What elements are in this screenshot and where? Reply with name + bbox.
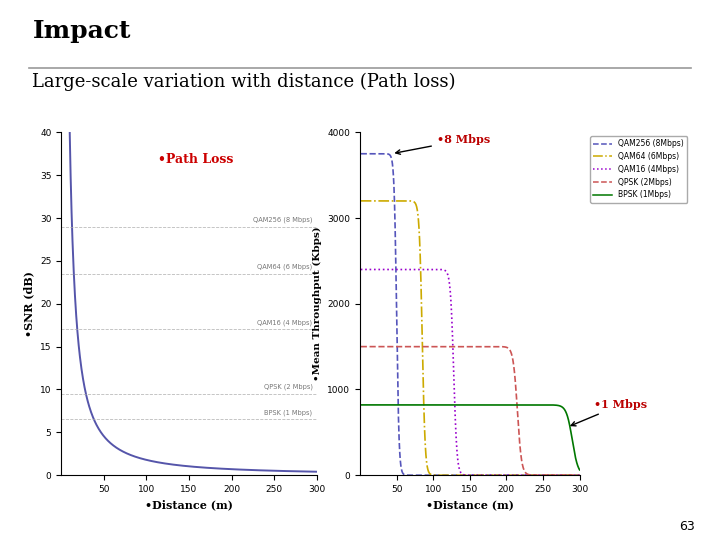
QAM64 (6Mbps) <box>575 472 584 478</box>
Text: QAM16 (4 Mbps): QAM16 (4 Mbps) <box>258 320 312 326</box>
Line: QAM64 (6Mbps): QAM64 (6Mbps) <box>361 201 580 475</box>
QAM256 (8Mbps) <box>395 423 403 429</box>
QAM256 (8Mbps) <box>356 151 365 157</box>
BPSK (1Mbps) <box>356 402 365 408</box>
QAM256 (8Mbps) <box>441 472 449 478</box>
Line: QAM256 (8Mbps): QAM256 (8Mbps) <box>361 154 580 475</box>
QAM64 (6Mbps) <box>571 472 580 478</box>
BPSK (1Mbps) <box>571 454 580 460</box>
Text: QAM64 (6 Mbps): QAM64 (6 Mbps) <box>257 264 312 271</box>
QAM64 (6Mbps) <box>547 472 556 478</box>
X-axis label: •Distance (m): •Distance (m) <box>426 500 514 510</box>
Text: QPSK (2 Mbps): QPSK (2 Mbps) <box>264 384 312 390</box>
QAM256 (8Mbps) <box>547 472 556 478</box>
QAM64 (6Mbps) <box>441 472 449 478</box>
QAM16 (4Mbps) <box>450 383 459 390</box>
QPSK (2Mbps) <box>575 472 584 478</box>
Text: BPSK (1 Mbps): BPSK (1 Mbps) <box>264 409 312 416</box>
QAM256 (8Mbps) <box>575 472 584 478</box>
QPSK (2Mbps) <box>441 343 449 350</box>
Text: Large-scale variation with distance (Path loss): Large-scale variation with distance (Pat… <box>32 73 456 91</box>
Text: Impact: Impact <box>32 19 131 43</box>
QAM64 (6Mbps) <box>382 198 390 204</box>
QPSK (2Mbps) <box>571 472 580 478</box>
QAM16 (4Mbps) <box>382 266 390 273</box>
QAM256 (8Mbps) <box>382 151 390 157</box>
Text: 63: 63 <box>679 520 695 534</box>
Line: BPSK (1Mbps): BPSK (1Mbps) <box>361 405 580 470</box>
QAM64 (6Mbps) <box>395 198 403 204</box>
Line: QAM16 (4Mbps): QAM16 (4Mbps) <box>361 269 580 475</box>
QAM16 (4Mbps) <box>441 267 449 273</box>
QAM16 (4Mbps) <box>547 472 556 478</box>
BPSK (1Mbps) <box>575 467 584 473</box>
QPSK (2Mbps) <box>356 343 365 350</box>
Text: •8 Mbps: •8 Mbps <box>396 134 490 154</box>
Text: •1 Mbps: •1 Mbps <box>571 400 647 426</box>
QAM256 (8Mbps) <box>450 472 459 478</box>
BPSK (1Mbps) <box>395 402 403 408</box>
Legend: QAM256 (8Mbps), QAM64 (6Mbps), QAM16 (4Mbps), QPSK (2Mbps), BPSK (1Mbps): QAM256 (8Mbps), QAM64 (6Mbps), QAM16 (4M… <box>590 136 687 202</box>
QAM16 (4Mbps) <box>575 472 584 478</box>
QPSK (2Mbps) <box>395 343 403 350</box>
QPSK (2Mbps) <box>450 343 459 350</box>
BPSK (1Mbps) <box>382 402 390 408</box>
QAM16 (4Mbps) <box>356 266 365 273</box>
Y-axis label: •Mean Throughput (Kbps): •Mean Throughput (Kbps) <box>312 226 322 381</box>
QAM256 (8Mbps) <box>571 472 580 478</box>
QAM16 (4Mbps) <box>395 266 403 273</box>
QPSK (2Mbps) <box>547 472 556 478</box>
BPSK (1Mbps) <box>450 402 459 408</box>
BPSK (1Mbps) <box>547 402 556 408</box>
BPSK (1Mbps) <box>441 402 449 408</box>
Y-axis label: •SNR (dB): •SNR (dB) <box>24 271 35 336</box>
QAM64 (6Mbps) <box>450 472 459 478</box>
X-axis label: •Distance (m): •Distance (m) <box>145 500 233 510</box>
Text: QAM256 (8 Mbps): QAM256 (8 Mbps) <box>253 217 312 223</box>
Text: •Path Loss: •Path Loss <box>158 153 234 166</box>
Line: QPSK (2Mbps): QPSK (2Mbps) <box>361 347 580 475</box>
QPSK (2Mbps) <box>382 343 390 350</box>
QAM64 (6Mbps) <box>356 198 365 204</box>
QAM16 (4Mbps) <box>571 472 580 478</box>
